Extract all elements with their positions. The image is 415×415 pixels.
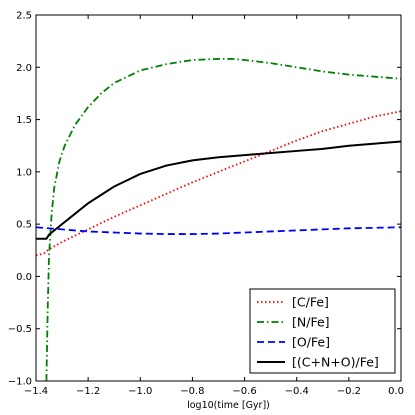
- legend-label: [N/Fe]: [292, 315, 330, 330]
- legend: [C/Fe] [N/Fe] [O/Fe] [(C+N+O)/Fe]: [249, 288, 396, 374]
- y-tick-label: 0.5: [16, 220, 32, 231]
- legend-label: [C/Fe]: [292, 295, 329, 310]
- x-tick-label: 0.0: [388, 386, 404, 397]
- series-line-3: [36, 226, 401, 235]
- legend-label: [(C+N+O)/Fe]: [292, 355, 379, 370]
- y-tick-label: −0.5: [8, 324, 32, 335]
- x-tick-label: −0.2: [337, 386, 361, 397]
- y-tick-label: 2.5: [16, 11, 32, 22]
- x-axis-label: log10(time [Gyr]): [187, 400, 270, 411]
- x-tick-label: −1.2: [76, 386, 100, 397]
- series-line-2: [45, 58, 401, 381]
- axes: [35, 14, 402, 382]
- series-line-1: [36, 110, 401, 257]
- legend-label: [O/Fe]: [292, 335, 330, 350]
- y-tick-label: −1.0: [8, 377, 32, 388]
- series-line-4: [36, 140, 401, 240]
- ticks: −1.4 −1.2 −1.0 −0.8 −0.6 −0.4 −0.2 0.0 −1.0 −0.5 0…: [8, 11, 404, 398]
- x-tick-label: −1.0: [128, 386, 152, 397]
- y-tick-label: 1.5: [16, 115, 32, 126]
- y-tick-label: 0.0: [16, 272, 32, 283]
- x-tick-label: −0.8: [180, 386, 204, 397]
- y-tick-label: 1.0: [16, 167, 32, 178]
- y-tick-label: 2.0: [16, 63, 32, 74]
- x-tick-label: −0.6: [232, 386, 256, 397]
- x-tick-label: −1.4: [24, 386, 48, 397]
- series-lines: [36, 58, 401, 381]
- plot-frame: [35, 14, 402, 382]
- legend-box: [249, 288, 396, 374]
- x-tick-label: −0.4: [285, 386, 309, 397]
